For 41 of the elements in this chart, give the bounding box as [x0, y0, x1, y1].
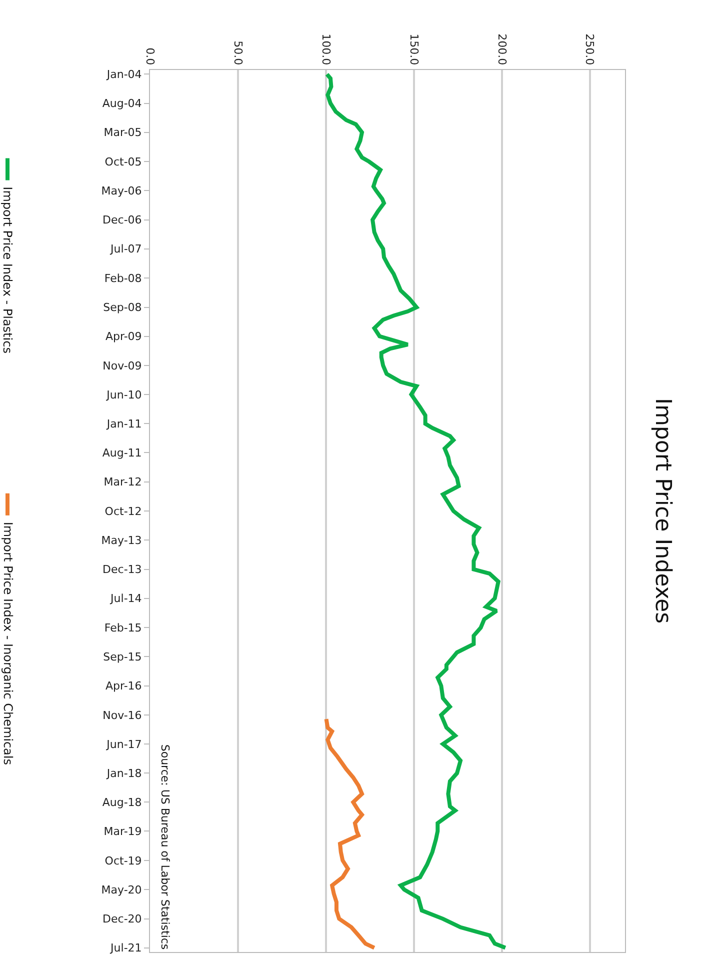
x-tick-label: 200.0 — [495, 34, 508, 66]
y-tick-label: Jul-14 — [110, 592, 142, 606]
y-tick-label: Mar-12 — [104, 476, 142, 489]
y-tick-label: Aug-11 — [102, 446, 142, 460]
y-tick-label: Apr-16 — [106, 680, 142, 693]
x-tick-label: 250.0 — [583, 34, 596, 66]
y-tick-label: Dec-06 — [102, 214, 142, 227]
y-tick-label: Oct-19 — [104, 854, 142, 868]
y-tick-label: Jan-04 — [106, 68, 142, 82]
y-tick-label: Mar-19 — [104, 825, 142, 838]
legend-label: Import Price Index - Plastics — [0, 186, 15, 354]
y-tick-label: Nov-09 — [102, 359, 142, 372]
y-tick-label: Jan-11 — [106, 418, 142, 431]
y-tick-label: May-06 — [101, 184, 142, 198]
y-tick-label: Oct-12 — [104, 504, 142, 518]
y-tick-label: Aug-04 — [102, 97, 142, 110]
text: Import Price Indexes — [650, 398, 675, 624]
y-tick-label: Feb-08 — [104, 272, 142, 286]
y-tick-label: Aug-18 — [102, 796, 142, 810]
y-tick-label: Feb-15 — [104, 622, 142, 635]
y-tick-label: Jul-07 — [110, 242, 142, 256]
y-tick-label: Sep-08 — [103, 301, 142, 314]
y-tick-label: Jun-17 — [106, 738, 142, 751]
y-tick-label: Mar-05 — [104, 126, 142, 140]
y-tick-label: Dec-13 — [102, 563, 142, 576]
y-tick-label: Sep-15 — [103, 650, 142, 664]
y-tick-label: Nov-16 — [102, 708, 142, 722]
x-tick-label: 150.0 — [407, 34, 420, 66]
legend-label: Import Price Index - Inorganic Chemicals — [0, 522, 15, 766]
x-tick-label: 100.0 — [319, 34, 332, 66]
y-tick-label: Apr-09 — [106, 330, 142, 344]
x-tick-label: 50.0 — [231, 40, 244, 66]
y-tick-label: Dec-20 — [102, 912, 142, 926]
y-tick-label: May-20 — [101, 883, 142, 896]
y-tick-label: Jun-10 — [106, 388, 142, 402]
annotation: Source: US Bureau of Labor Statistics — [158, 744, 172, 950]
y-tick-label: May-13 — [101, 534, 142, 547]
y-tick-label: Jul-21 — [110, 942, 142, 955]
y-tick-label: Jan-18 — [106, 767, 142, 780]
y-tick-label: Oct-05 — [104, 155, 142, 168]
x-tick-label: 0.0 — [143, 48, 156, 66]
